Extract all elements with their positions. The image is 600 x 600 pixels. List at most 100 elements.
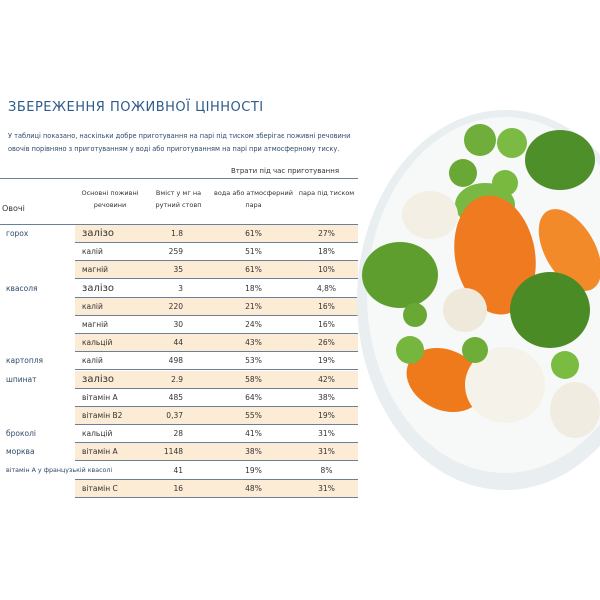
table-row: шпинат залізо 2.9 58% 42% bbox=[0, 370, 358, 389]
cell-water: 43% bbox=[245, 338, 262, 348]
cell-vegetable: квасоля bbox=[6, 283, 38, 293]
vegetable-photo bbox=[357, 110, 600, 490]
cell-nutrient: кальцій bbox=[82, 338, 113, 348]
row-shading bbox=[75, 297, 358, 315]
cell-content: 498 bbox=[168, 356, 183, 366]
table-row: магній 35 61% 10% bbox=[0, 261, 358, 280]
row-shading bbox=[75, 225, 358, 242]
row-shading bbox=[75, 261, 358, 279]
table-row: вітамін В2 0,37 55% 19% bbox=[0, 407, 358, 425]
cell-steam: 8% bbox=[320, 465, 333, 475]
column-header: Вміст у мг на рутний стовп bbox=[155, 189, 202, 209]
row-shading bbox=[75, 334, 358, 352]
row-rule bbox=[75, 369, 358, 371]
cell-steam: 16% bbox=[318, 301, 335, 311]
row-shading bbox=[75, 370, 358, 388]
table-row: вітамін С 16 48% 31% bbox=[0, 479, 358, 498]
cell-content: 220 bbox=[168, 301, 183, 311]
column-header: вода або атмосферний пара bbox=[214, 189, 293, 209]
table-row: кальцій 44 43% 26% bbox=[0, 334, 358, 353]
table-row: калій 220 21% 16% bbox=[0, 297, 358, 316]
cell-vegetable: броколі bbox=[6, 429, 36, 439]
group-header: Втрати під час приготування bbox=[230, 167, 340, 175]
cell-steam: 18% bbox=[318, 247, 335, 257]
cell-content: 2.9 bbox=[171, 374, 183, 384]
cell-water: 58% bbox=[245, 374, 262, 384]
cell-water: 61% bbox=[245, 229, 262, 238]
cell-nutrient: залізо bbox=[82, 228, 115, 239]
row-rule bbox=[75, 351, 358, 353]
cell-content: 44 bbox=[173, 338, 183, 348]
cell-nutrient: залізо bbox=[82, 282, 115, 294]
table-row: калій 259 51% 18% bbox=[0, 243, 358, 262]
column-header: пара під тиском bbox=[298, 189, 355, 197]
cell-content: 30 bbox=[173, 320, 183, 329]
cell-water: 55% bbox=[245, 411, 262, 420]
cell-water: 53% bbox=[245, 356, 262, 366]
cell-steam: 19% bbox=[318, 356, 335, 366]
cell-content: 1.8 bbox=[171, 229, 183, 238]
cell-water: 41% bbox=[245, 429, 262, 439]
cell-content: 28 bbox=[173, 429, 183, 439]
cell-vegetable: картопля bbox=[6, 356, 44, 366]
cell-content: 16 bbox=[173, 483, 183, 493]
cell-nutrient: магній bbox=[82, 320, 109, 329]
cell-steam: 31% bbox=[318, 429, 335, 439]
cell-water: 19% bbox=[245, 465, 262, 475]
cell-water: 38% bbox=[245, 447, 262, 457]
row-rule bbox=[75, 242, 358, 243]
cell-nutrient: вітамін А bbox=[82, 447, 118, 457]
title: ЗБЕРЕЖЕННЯ ПОЖИВНОЇ ЦІННОСТІ bbox=[8, 100, 264, 115]
cell-nutrient: вітамін В2 bbox=[82, 411, 123, 420]
row-rule bbox=[75, 442, 358, 444]
table-row: броколі кальцій 28 41% 31% bbox=[0, 425, 358, 444]
row-rule bbox=[75, 260, 358, 262]
cell-steam: 38% bbox=[318, 392, 335, 402]
cell-content: 485 bbox=[168, 392, 183, 402]
cell-content: 35 bbox=[173, 265, 183, 275]
cell-nutrient: вітамін С bbox=[82, 483, 118, 493]
cell-steam: 42% bbox=[318, 374, 335, 384]
cell-nutrient: вітамін А bbox=[82, 392, 118, 402]
cell-water: 64% bbox=[245, 392, 262, 402]
table: Втрати під час приготування Овочі Основні … bbox=[0, 165, 358, 505]
cell-vegetable: вітамін А у французькій квасолі bbox=[6, 466, 113, 474]
column-header: Основні поживні речовини bbox=[81, 189, 139, 209]
row-rule bbox=[75, 424, 358, 425]
row-rule bbox=[75, 387, 358, 389]
cell-vegetable: горох bbox=[6, 229, 29, 238]
cell-vegetable: морква bbox=[6, 447, 35, 457]
cell-vegetable: шпинат bbox=[6, 374, 37, 384]
cell-steam: 26% bbox=[318, 338, 335, 348]
cell-water: 21% bbox=[245, 301, 262, 311]
cell-content: 1148 bbox=[163, 447, 183, 457]
cell-content: 0,37 bbox=[166, 411, 183, 420]
row-rule bbox=[75, 478, 358, 480]
cell-nutrient: залізо bbox=[82, 373, 115, 385]
row-rule bbox=[75, 296, 358, 298]
cell-nutrient: магній bbox=[82, 265, 109, 275]
cell-steam: 10% bbox=[318, 265, 335, 275]
table-row: вітамін А 485 64% 38% bbox=[0, 389, 358, 407]
cell-steam: 16% bbox=[318, 320, 335, 329]
row-rule bbox=[75, 278, 358, 280]
cell-water: 51% bbox=[245, 247, 262, 257]
table-row: горох залізо 1.8 61% 27% bbox=[0, 225, 358, 243]
cell-nutrient: калій bbox=[82, 301, 103, 311]
row-rule bbox=[75, 333, 358, 334]
cell-water: 61% bbox=[245, 265, 262, 275]
intro: У таблиці показано, наскільки добре приг… bbox=[8, 132, 351, 153]
cell-water: 48% bbox=[245, 483, 262, 493]
cell-content: 3 bbox=[178, 283, 183, 293]
row-shading bbox=[75, 479, 358, 497]
cell-steam: 4,8% bbox=[316, 283, 337, 293]
table-row: квасоля залізо 3 18% 4,8% bbox=[0, 280, 358, 298]
cell-water: 18% bbox=[245, 283, 262, 293]
cell-nutrient: калій bbox=[82, 247, 103, 257]
row-rule bbox=[75, 314, 358, 316]
row-shading bbox=[75, 443, 358, 461]
cell-content: 41 bbox=[173, 465, 183, 475]
column-header: Овочі bbox=[2, 204, 25, 213]
row-rule bbox=[75, 405, 358, 407]
